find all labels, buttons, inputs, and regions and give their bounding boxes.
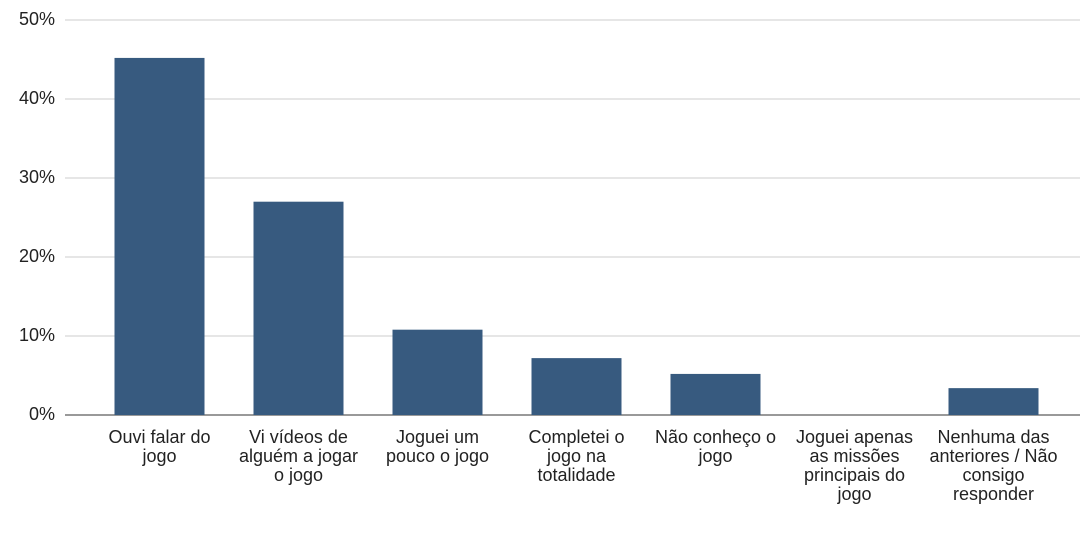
y-tick-label: 20%	[19, 246, 55, 266]
y-tick-label: 40%	[19, 88, 55, 108]
x-tick-label: Joguei apenas as missões principais do j…	[795, 427, 914, 504]
y-tick-label: 0%	[29, 404, 55, 424]
x-tick-label: Não conheço o jogo	[654, 427, 777, 466]
x-tick-label: Joguei um pouco o jogo	[385, 427, 490, 466]
y-tick-label: 50%	[19, 9, 55, 29]
bar	[670, 373, 761, 415]
bar	[948, 388, 1039, 415]
bar	[114, 57, 205, 416]
y-tick-label: 30%	[19, 167, 55, 187]
bar	[531, 358, 622, 415]
bar	[253, 201, 344, 415]
bar	[392, 329, 483, 415]
x-tick-label: Vi vídeos de alguém a jogar o jogo	[238, 427, 359, 485]
x-tick-label: Nenhuma das anteriores / Não consigo res…	[929, 427, 1058, 504]
y-tick-label: 10%	[19, 325, 55, 345]
x-tick-label: Completei o jogo na totalidade	[528, 427, 625, 485]
x-tick-label: Ouvi falar do jogo	[108, 427, 211, 466]
